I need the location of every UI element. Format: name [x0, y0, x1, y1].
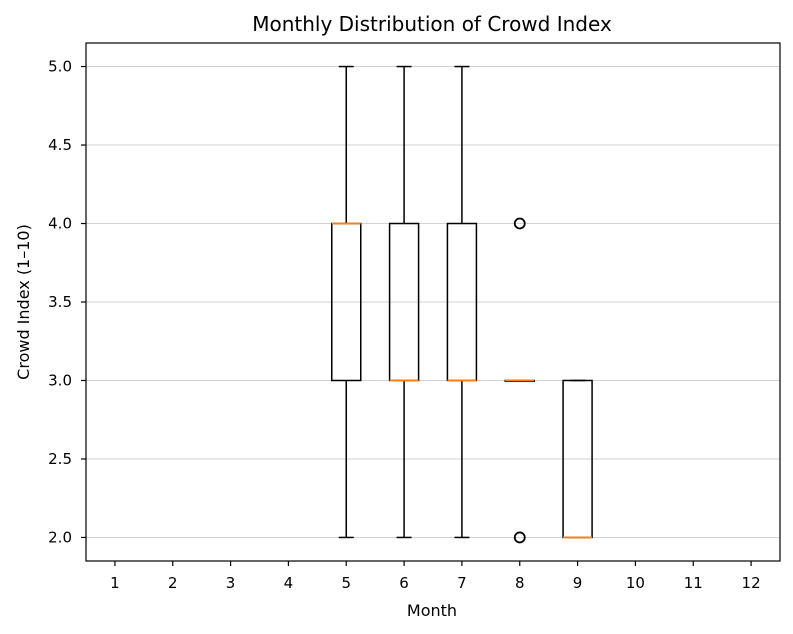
x-axis-label: Month: [407, 601, 457, 620]
y-tick-label-1: 2.5: [48, 450, 72, 468]
grid-layer: [86, 66, 780, 538]
plot-layer: [331, 65, 593, 544]
y-tick-label-6: 5.0: [48, 58, 72, 76]
y-tick-label-5: 4.5: [48, 136, 72, 154]
axis-layer: 2.02.53.03.54.04.55.01 2 3 4 5 6 7 8 9 10 11 12: [48, 42, 781, 592]
y-axis-label: Crowd Index (1–10): [14, 224, 33, 380]
y-tick-label-2: 3.0: [48, 371, 72, 389]
x-tick-label-7: 7: [457, 574, 467, 592]
y-tick-label-0: 2.0: [48, 528, 72, 546]
y-tick-label-4: 4.0: [48, 215, 72, 233]
x-tick-label-6: 6: [399, 574, 409, 592]
x-tick-label-8: 8: [515, 574, 525, 592]
x-tick-label-1: 1: [110, 574, 120, 592]
outlier-8-0: [513, 217, 526, 230]
outlier-8-1: [513, 531, 526, 544]
chart-title: Monthly Distribution of Crowd Index: [252, 12, 612, 36]
x-tick-label-2: 2: [168, 574, 178, 592]
x-tick-label-5: 5: [341, 574, 351, 592]
x-tick-label-10: 10: [626, 574, 645, 592]
x-tick-label-4: 4: [284, 574, 294, 592]
x-tick-label-9: 9: [573, 574, 583, 592]
y-tick-label-3: 3.5: [48, 293, 72, 311]
x-tick-label-12: 12: [742, 574, 761, 592]
x-tick-label-11: 11: [684, 574, 703, 592]
x-tick-label-3: 3: [226, 574, 236, 592]
